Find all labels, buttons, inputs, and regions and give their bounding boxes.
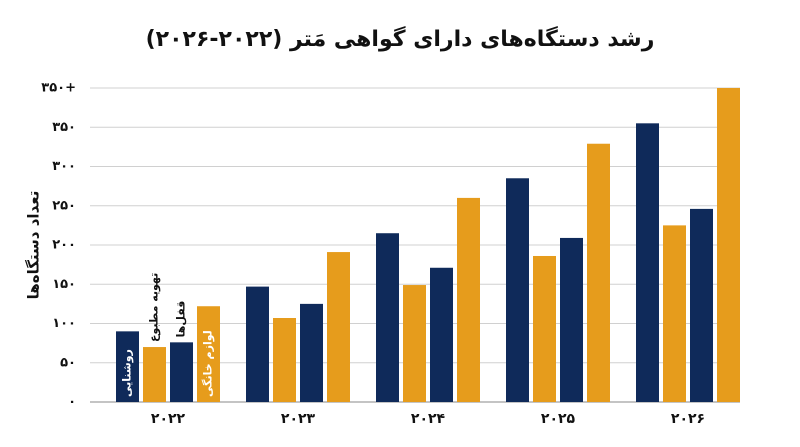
x-tick-label: ۲۰۲۵: [541, 411, 576, 427]
bar: [143, 347, 166, 402]
y-tick-label: ۱۰۰: [52, 316, 76, 331]
bar: [246, 286, 269, 402]
bar: [533, 255, 556, 402]
x-tick-label: ۲۰۲۶: [671, 411, 705, 427]
bar: [273, 318, 296, 402]
y-tick-label: ۵۰: [60, 355, 76, 370]
bar: [690, 208, 713, 402]
y-tick-label: ۲۵۰: [52, 198, 76, 213]
bar: [717, 88, 740, 402]
x-tick-label: ۲۰۲۳: [281, 411, 316, 427]
bar: [327, 252, 350, 402]
bar: [376, 233, 399, 402]
y-tick-label: ۱۵۰: [52, 277, 76, 292]
bar: [197, 306, 220, 402]
bar: [587, 143, 610, 403]
bar: [170, 342, 193, 402]
bar: [663, 225, 686, 402]
y-tick-label: ۰: [68, 395, 76, 410]
legend-label: تهویه مطبوع: [148, 273, 161, 342]
bar: [457, 197, 480, 402]
bar: [560, 237, 583, 402]
bar: [300, 303, 323, 402]
legend-label: قفل‌ها: [175, 301, 188, 338]
x-tick-label: ۲۰۲۴: [411, 411, 446, 427]
bar: [636, 123, 659, 402]
y-axis-label: تعداد دستگاه‌ها: [25, 191, 43, 300]
y-tick-label: ۲۰۰: [52, 238, 76, 253]
chart-title: رشد دستگاه‌های دارای گواهی مَتر (۲۰۲۲-۲۰…: [146, 25, 655, 52]
bar: [430, 267, 453, 402]
y-tick-label: ۳۵۰: [52, 120, 76, 135]
bar: [506, 178, 529, 402]
legend-label: روشنایی: [121, 349, 134, 397]
y-tick-label: ۳۰۰: [52, 159, 76, 174]
bar: [403, 285, 426, 402]
bar: [116, 331, 139, 402]
x-tick-label: ۲۰۲۲: [151, 411, 186, 427]
y-tick-label: ۳۵۰+: [41, 81, 76, 96]
legend-label: لوازم خانگی: [202, 330, 215, 397]
